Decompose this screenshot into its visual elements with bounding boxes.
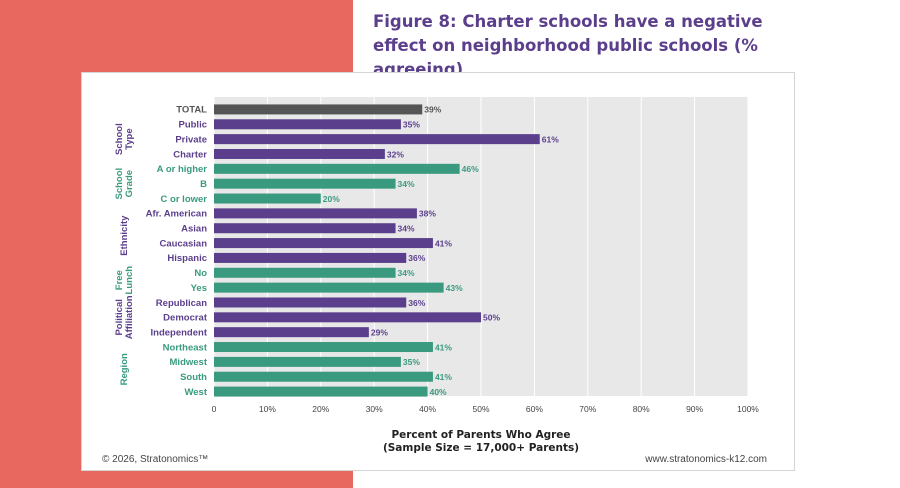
data-label: 36% — [408, 253, 425, 263]
group-label-line: Ethnicity — [119, 215, 130, 256]
group-label-line: Affiliation — [124, 295, 135, 339]
group-label: FreeLunch — [114, 266, 135, 295]
data-label: 41% — [435, 342, 452, 352]
x-tick-label: 70% — [579, 404, 596, 414]
bar — [214, 297, 407, 308]
bar — [214, 208, 417, 219]
bar — [214, 342, 433, 353]
group-label-line: Political — [114, 299, 125, 335]
bar — [214, 282, 444, 293]
group-label: SchoolGrade — [114, 168, 135, 200]
category-label: Midwest — [170, 357, 208, 368]
category-label: South — [180, 372, 207, 383]
x-tick-label: 40% — [419, 404, 436, 414]
figure-title: Figure 8: Charter schools have a negativ… — [373, 12, 763, 79]
x-tick-label: 20% — [312, 404, 329, 414]
copyright-text: © 2026, Stratonomics™ — [102, 454, 209, 465]
x-axis-subtitle: (Sample Size = 17,000+ Parents) — [383, 442, 579, 454]
x-axis-title: Percent of Parents Who Agree — [391, 429, 570, 441]
category-label: West — [184, 387, 207, 398]
bar — [214, 238, 433, 249]
x-tick-label: 30% — [366, 404, 383, 414]
group-label-line: Region — [119, 353, 130, 385]
category-label: Caucasian — [159, 238, 207, 249]
group-label: Ethnicity — [119, 215, 130, 256]
group-label-line: School — [114, 168, 125, 200]
bar — [214, 119, 401, 130]
category-label: Private — [175, 134, 207, 145]
category-label: Democrat — [163, 313, 208, 324]
x-tick-label: 0 — [212, 404, 217, 414]
group-label-line: Type — [124, 128, 135, 149]
data-label: 39% — [424, 105, 441, 115]
category-label: A or higher — [157, 164, 208, 175]
category-label: Afr. American — [146, 209, 208, 220]
bar — [214, 252, 407, 263]
x-tick-label: 90% — [686, 404, 703, 414]
data-label: 34% — [398, 179, 415, 189]
x-tick-label: 80% — [633, 404, 650, 414]
category-label: Public — [178, 120, 207, 131]
data-label: 34% — [398, 224, 415, 234]
category-label: Asian — [181, 224, 207, 235]
x-tick-label: 50% — [472, 404, 489, 414]
bar — [214, 267, 396, 278]
x-tick-label: 10% — [259, 404, 276, 414]
data-label: 36% — [408, 298, 425, 308]
bar — [214, 356, 401, 367]
bar — [214, 312, 481, 323]
x-tick-label: 60% — [526, 404, 543, 414]
group-label-line: Free — [114, 270, 125, 290]
bar — [214, 386, 428, 397]
category-label: Hispanic — [167, 253, 207, 264]
data-label: 41% — [435, 372, 452, 382]
data-label: 41% — [435, 238, 452, 248]
category-label: No — [194, 268, 207, 279]
category-label: Yes — [191, 283, 207, 294]
data-label: 34% — [398, 268, 415, 278]
category-label: TOTAL — [176, 105, 207, 116]
data-label: 46% — [462, 164, 479, 174]
group-label-line: Lunch — [124, 266, 135, 295]
bar-chart: 0 10% 20% 30% 40% 50% 60% 70% 80% 90% 100% TOTAL 39%… — [114, 97, 759, 454]
category-label: C or lower — [161, 194, 208, 205]
category-label: B — [200, 179, 207, 190]
data-label: 50% — [483, 313, 500, 323]
bar — [214, 163, 460, 174]
group-label: Region — [119, 353, 130, 385]
data-label: 38% — [419, 209, 436, 219]
group-label-line: School — [114, 123, 125, 155]
data-label: 35% — [403, 120, 420, 130]
group-label-line: Grade — [124, 170, 135, 197]
data-label: 40% — [430, 387, 447, 397]
data-label: 20% — [323, 194, 340, 204]
x-tick-label: 100% — [737, 404, 759, 414]
data-label: 29% — [371, 327, 388, 337]
category-label: Charter — [173, 149, 207, 160]
chart-card: 0 10% 20% 30% 40% 50% 60% 70% 80% 90% 100% TOTAL 39%… — [81, 72, 795, 471]
group-label: PoliticalAffiliation — [114, 295, 135, 339]
data-label: 32% — [387, 149, 404, 159]
data-label: 43% — [446, 283, 463, 293]
website-text: www.stratonomics-k12.com — [645, 454, 767, 465]
group-label: SchoolType — [114, 123, 135, 155]
category-label: Independent — [151, 327, 208, 338]
bar — [214, 104, 423, 115]
bar — [214, 148, 385, 159]
bar — [214, 178, 396, 189]
bar — [214, 134, 540, 145]
data-label: 61% — [542, 134, 559, 144]
category-label: Republican — [156, 298, 207, 309]
data-label: 35% — [403, 357, 420, 367]
bar — [214, 193, 321, 204]
bar — [214, 327, 369, 338]
bar — [214, 371, 433, 382]
category-label: Northeast — [163, 342, 208, 353]
bar — [214, 223, 396, 234]
